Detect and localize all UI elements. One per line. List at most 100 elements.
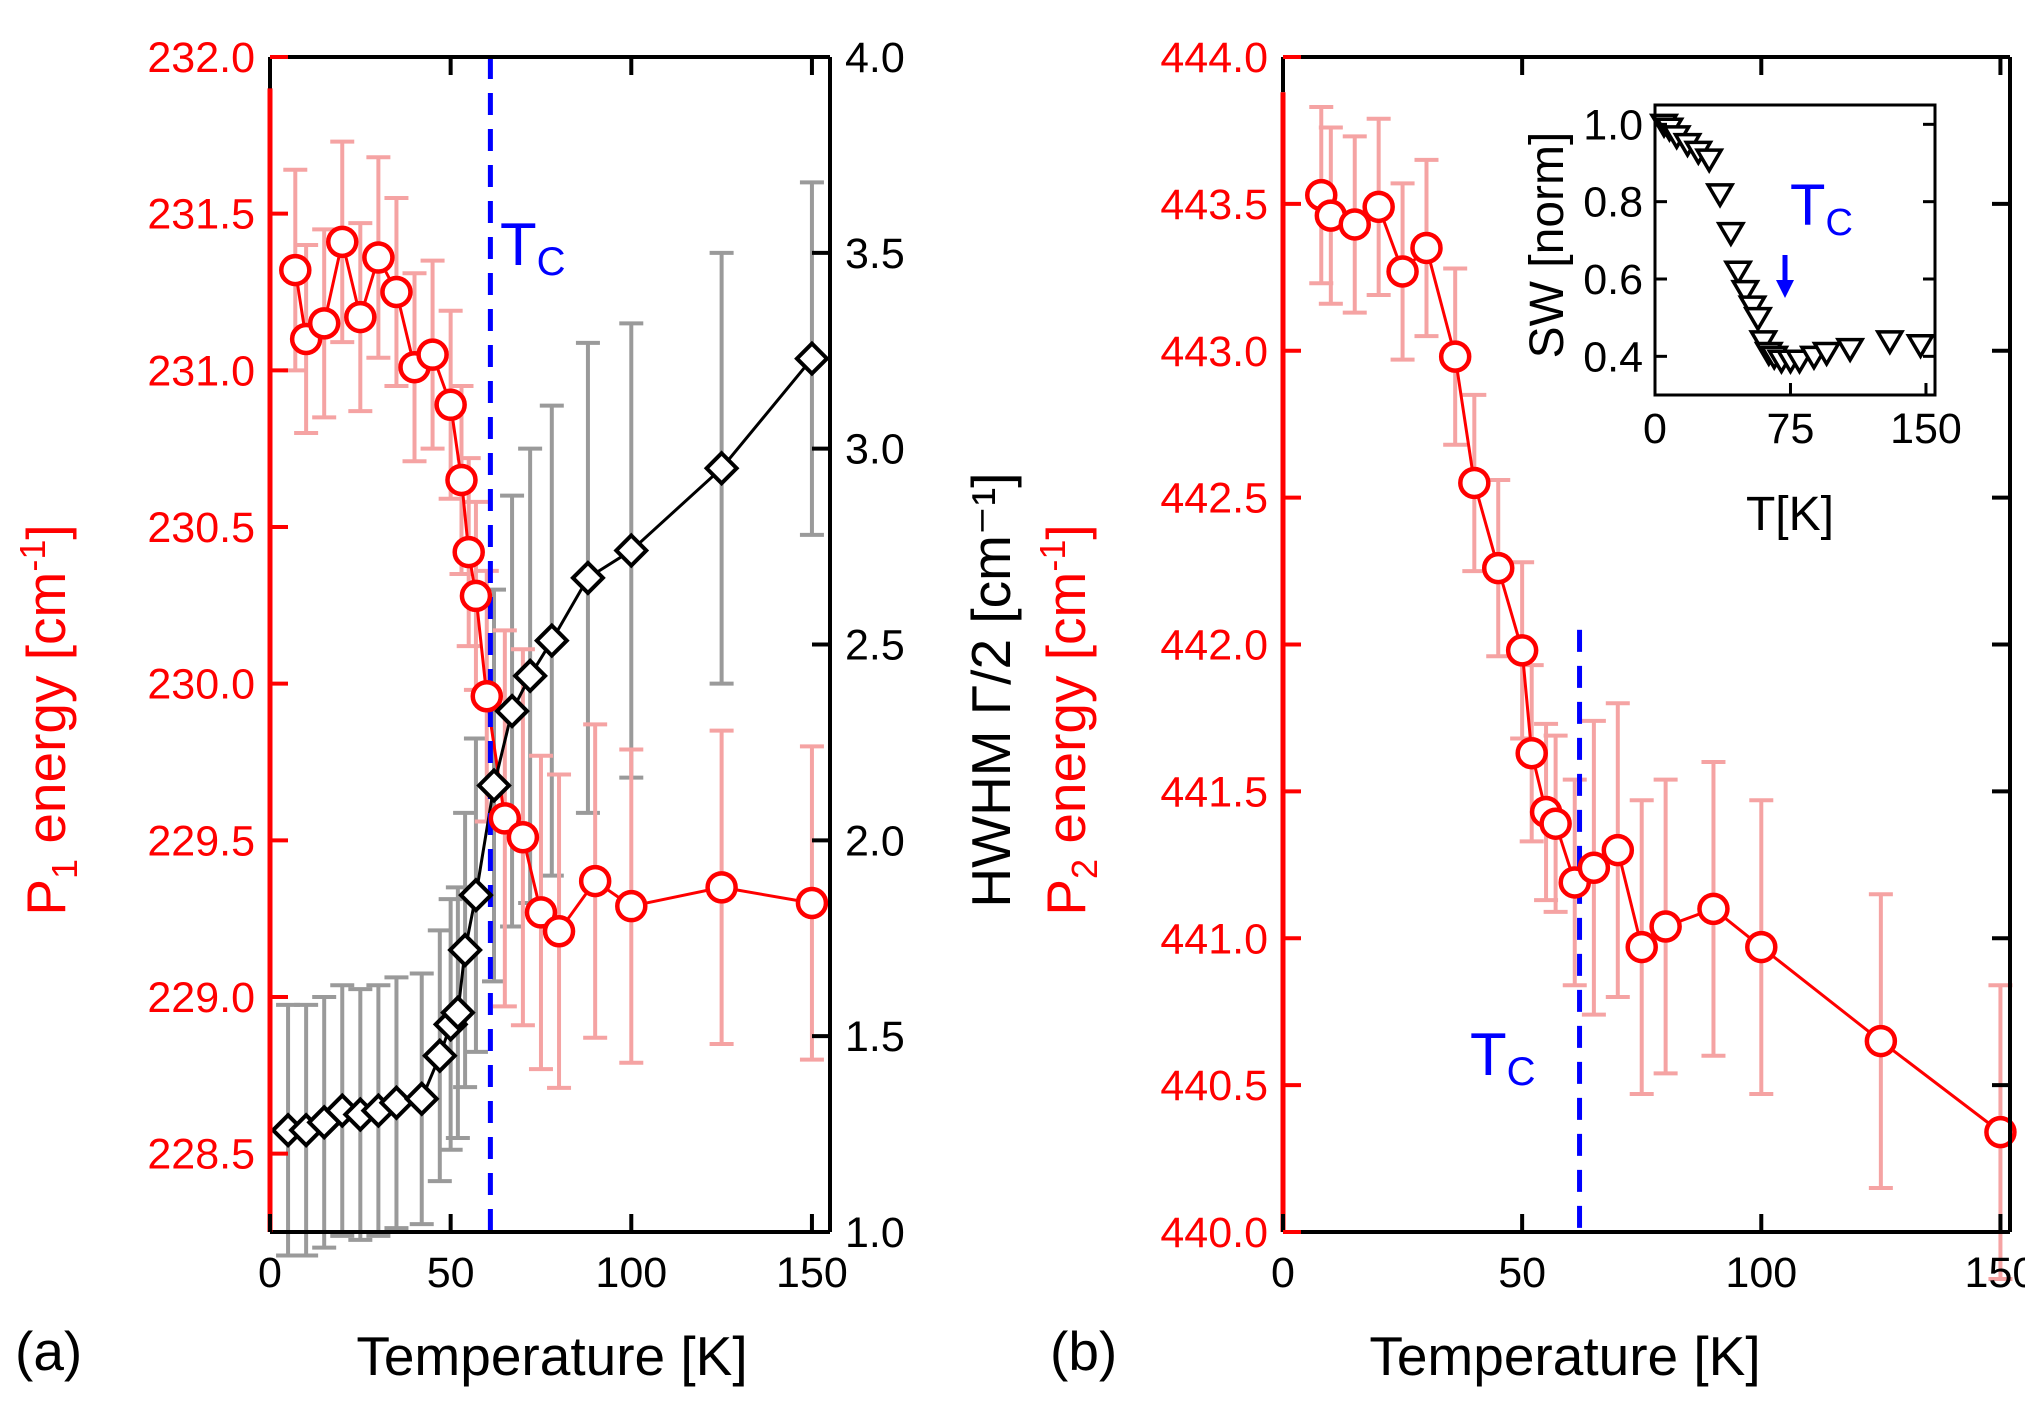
- y-tick-label-left: 444.0: [1160, 34, 1268, 82]
- tc-label-inset: TC: [1790, 173, 1853, 244]
- y-tick-label-left: 230.5: [147, 504, 255, 552]
- inset-ylabel: SW [norm]: [1521, 132, 1574, 359]
- p1-point: [615, 889, 648, 923]
- sw-point: [1723, 260, 1754, 287]
- p2-point: [1625, 930, 1658, 964]
- y-tick-label-right: 1.5: [845, 1013, 905, 1061]
- x-tick-label: 50: [1498, 1249, 1546, 1297]
- p2-point: [1481, 551, 1515, 585]
- panel-b: 0 50 100 150 440.0 440.5 441.0 441.5 442.0 442.5 4…: [1032, 34, 2025, 1387]
- hwhm-point: [703, 450, 740, 487]
- tc-label-b: TC: [1470, 1021, 1536, 1094]
- p2-point: [1864, 1024, 1898, 1058]
- sw-point: [1874, 330, 1905, 356]
- y-tick-label-right: 4.0: [845, 34, 905, 82]
- inset-x-tick-label: 0: [1643, 405, 1667, 453]
- inset-x-tick-label: 150: [1890, 405, 1962, 453]
- p1-point: [326, 225, 359, 259]
- p2-line: [1319, 194, 2002, 1134]
- p2-point: [1515, 736, 1548, 770]
- p2-point: [1601, 833, 1635, 867]
- y-tick-label-left: 441.5: [1160, 768, 1268, 816]
- panel-a-xlabel: Temperature [K]: [356, 1325, 747, 1387]
- hwhm-point: [403, 1081, 440, 1117]
- tc-label-a: TC: [500, 211, 566, 284]
- y-tick-label-left: 229.5: [147, 817, 255, 865]
- p1-point: [380, 275, 413, 309]
- inset-xlabel: T[K]: [1746, 488, 1834, 541]
- p2-point: [1649, 910, 1682, 943]
- y-tick-label-right: 2.0: [845, 817, 905, 865]
- y-tick-label-left: 440.5: [1160, 1062, 1268, 1110]
- p2-point: [1410, 231, 1443, 265]
- panel-b-label: (b): [1050, 1320, 1117, 1382]
- inset-markers: [1648, 113, 1936, 376]
- y-tick-label-left: 232.0: [147, 34, 255, 82]
- y-tick-label-right: 3.0: [845, 426, 905, 474]
- p1-line: [293, 241, 813, 934]
- p1-point: [307, 307, 341, 340]
- sw-point: [1704, 183, 1736, 209]
- p1-point: [452, 535, 485, 569]
- hwhm-point: [421, 1037, 458, 1074]
- sw-point: [1730, 279, 1761, 306]
- panel-b-xlabel: Temperature [K]: [1369, 1325, 1760, 1387]
- p1-point: [542, 914, 576, 948]
- hwhm-point: [533, 622, 570, 659]
- p2-point: [1577, 851, 1611, 884]
- y-tick-label-right: 1.0: [845, 1209, 905, 1257]
- panel-a-label: (a): [15, 1320, 82, 1382]
- p1-point: [344, 300, 377, 334]
- panel-b-axes: 0 50 100 150 440.0 440.5 441.0 441.5 442.0 442.5 4…: [1160, 34, 2025, 1297]
- sw-point: [1715, 221, 1746, 248]
- x-tick-label: 100: [595, 1249, 667, 1297]
- p1-point: [445, 463, 478, 497]
- y-tick-label-right: 3.5: [845, 230, 905, 278]
- x-tick-label: 0: [1271, 1249, 1295, 1297]
- p1-point: [434, 388, 467, 422]
- p2-point: [1458, 466, 1491, 500]
- y-tick-label-left: 443.5: [1160, 181, 1268, 229]
- p2-point: [1539, 807, 1572, 840]
- inset-y-tick-label: 0.6: [1583, 256, 1643, 304]
- inset-frame: [1653, 103, 1937, 397]
- sw-point: [1742, 306, 1774, 333]
- y-tick-label-left: 231.5: [147, 191, 255, 239]
- y-tick-label-left: 442.5: [1160, 475, 1268, 523]
- panel-a-ylabel-right: HWHM Γ/2 [cm⁻¹]: [960, 472, 1022, 907]
- p1-point: [795, 886, 829, 920]
- x-tick-label: 150: [776, 1249, 848, 1297]
- hwhm-point: [613, 532, 650, 569]
- p2-point: [1505, 634, 1539, 667]
- y-tick-label-left: 442.0: [1160, 622, 1268, 670]
- hwhm-point: [440, 994, 476, 1031]
- x-tick-label: 150: [1965, 1249, 2025, 1297]
- p2-point: [1362, 190, 1395, 224]
- sw-point: [1905, 333, 1936, 360]
- panel-a: 0 50 100 150 228.5 229.0 229.5 230.0 230.5 231.0 2…: [12, 34, 1022, 1387]
- hwhm-point: [458, 877, 494, 913]
- inset-y-tick-label: 1.0: [1583, 101, 1643, 149]
- x-tick-label: 50: [427, 1249, 475, 1297]
- p1-point: [416, 338, 449, 371]
- y-tick-label-left: 440.0: [1160, 1209, 1268, 1257]
- panel-a-axes: 0 50 100 150 228.5 229.0 229.5 230.0 230.5 231.0 2…: [147, 34, 904, 1297]
- p2-point: [1386, 255, 1419, 288]
- panel-b-ylabel: P2 energy [cm-1]: [1032, 524, 1105, 915]
- inset-y-tick-label: 0.8: [1583, 179, 1643, 227]
- panel-a-ylabel: P1 energy [cm-1]: [12, 524, 85, 915]
- panel-b-error-bars: [1309, 104, 2013, 1281]
- hwhm-point: [570, 560, 606, 596]
- panel-a-markers: [270, 225, 830, 1148]
- p1-point: [506, 820, 540, 854]
- tc-arrow-head: [1776, 280, 1794, 298]
- hwhm-point: [447, 932, 483, 968]
- panel-b-markers: [1305, 178, 2017, 1149]
- y-tick-label-left: 230.0: [147, 661, 255, 709]
- sw-point: [1835, 337, 1866, 364]
- sw-point: [1694, 148, 1725, 174]
- y-tick-label-left: 228.5: [147, 1131, 255, 1179]
- p2-point: [1438, 340, 1472, 373]
- p1-point: [705, 871, 738, 904]
- p1-point: [279, 253, 312, 287]
